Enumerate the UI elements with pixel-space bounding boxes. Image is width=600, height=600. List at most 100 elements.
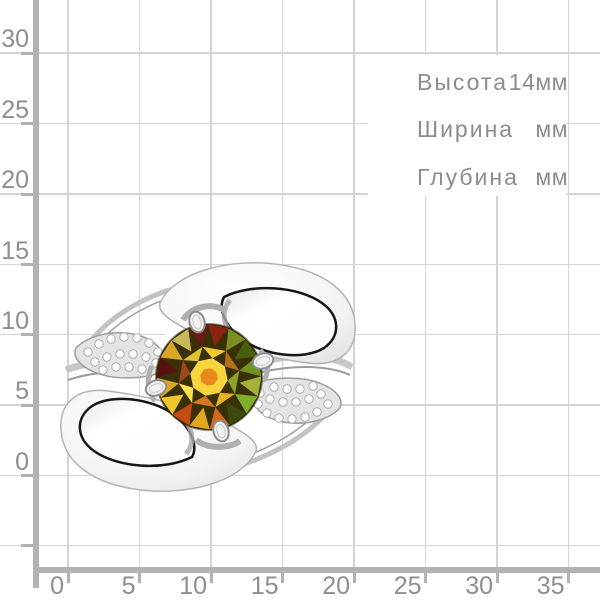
prong [144,379,168,397]
facet-inner [178,360,191,384]
x-axis-tick [138,568,141,583]
facet-inner [178,383,194,403]
grid-line-vertical [567,0,570,570]
height-value: 14мм [508,68,568,95]
diamond [98,365,108,375]
diamond [323,399,333,409]
x-axis-label: 5 [121,572,136,600]
facet-outer [208,324,229,347]
y-axis-label: 0 [15,447,29,476]
y-axis-label: 20 [1,166,29,194]
diamond [119,332,129,342]
facet-outer [160,340,183,361]
y-axis [33,0,39,588]
pave-diamonds [253,381,333,424]
facet-outer [225,328,246,351]
right-pave [250,377,342,425]
facet-outer [239,376,262,397]
y-axis-label: 5 [15,377,29,405]
y-axis-tick [21,403,35,407]
x-axis-tick [66,568,70,583]
grid-line-horizontal [0,52,600,54]
center-gemstone [155,323,263,431]
diamond [102,352,112,362]
x-axis-label: 20 [322,572,350,600]
facet-inner [227,370,240,394]
y-axis-tick [21,544,35,547]
diamond [287,414,297,424]
y-axis-tick [21,333,35,336]
diamond [308,381,318,391]
x-axis-label: 15 [250,572,279,600]
facet-inner [202,346,226,359]
measurement-row-depth: Глубина мм [417,162,568,192]
x-axis-label: 25 [393,572,422,600]
y-axis-tick [21,192,35,196]
grid-line-horizontal [0,474,600,477]
diamond [278,397,288,407]
diamond [111,362,121,372]
measurement-row-width: Ширина мм [417,114,568,144]
x-axis-tick [424,568,427,583]
grid-line-horizontal [0,193,600,195]
diamond [132,333,142,343]
y-axis-label: 25 [1,95,29,124]
facet-inner [215,392,235,408]
depth-value: мм [535,163,568,190]
height-label: Высота [417,68,508,95]
grid-line-vertical [424,0,427,570]
facet-outer [235,393,258,414]
diamond [144,338,154,348]
facet-outer [234,339,258,360]
facet-outer [160,394,184,415]
diamond [304,394,314,404]
grid-line-horizontal [0,122,600,125]
diamond [312,407,322,417]
ring [60,262,356,492]
gemstone-facets [156,324,262,430]
left-pave [74,331,166,379]
facet-outer [189,407,210,430]
diamond [316,389,326,399]
x-axis-label: 0 [50,572,64,600]
diamond [265,394,275,404]
y-axis-tick [21,263,35,266]
diamond [137,364,147,374]
grid-line-vertical [353,0,355,570]
grid-line-vertical [496,0,498,570]
measurement-row-height: Высота 14мм [417,67,568,97]
pave-diamonds [83,332,163,375]
width-label: Ширина [417,115,515,142]
facet-inner [183,346,203,362]
facet-inner [192,395,216,408]
y-axis-tick [21,122,35,125]
facet-outer [156,357,179,378]
facet-core [200,368,218,386]
x-axis-label: 35 [536,572,565,600]
x-axis-tick [352,568,356,583]
diamond [83,347,93,357]
diamond [106,334,116,344]
y-axis-tick [21,51,35,55]
diamond [124,362,134,372]
diamond [141,352,151,362]
diamond [269,382,279,392]
diamond [115,349,125,359]
diamond [300,412,310,422]
grid-line-horizontal [0,544,600,547]
y-axis-label: 15 [1,236,29,265]
diamond [282,384,292,394]
x-axis [33,567,600,573]
diamond [291,397,301,407]
diamond [90,357,100,367]
y-axis-label: 10 [1,306,29,335]
diamond [295,384,305,394]
x-axis-tick [495,568,499,583]
diamond [274,413,284,423]
diamond [262,408,272,418]
x-axis-tick [567,568,570,583]
x-axis-label: 10 [179,572,207,600]
prong [212,419,230,443]
